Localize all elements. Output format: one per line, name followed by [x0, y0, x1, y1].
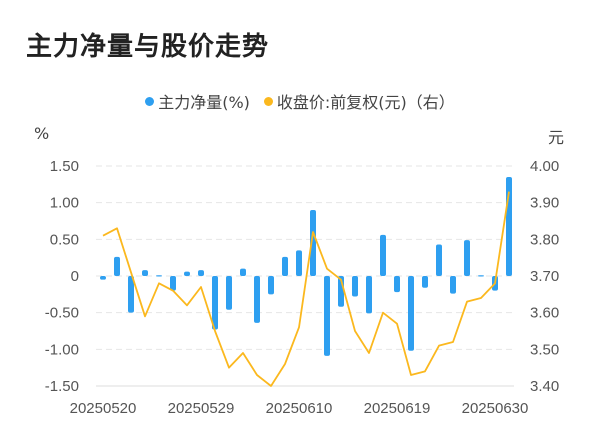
- bar: [156, 275, 162, 277]
- bar: [450, 276, 456, 294]
- bar: [380, 234, 386, 276]
- bar: [394, 276, 400, 293]
- right-tick-label: 3.90: [530, 195, 559, 212]
- bar: [324, 276, 330, 356]
- x-tick-label: 20250529: [168, 400, 235, 417]
- legend-item-close-price[interactable]: 收盘价:前复权(元)（右）: [263, 89, 455, 113]
- bar: [310, 210, 316, 276]
- left-tick-label: -1.00: [45, 341, 79, 358]
- chart-title: 主力净量与股价走势: [26, 32, 270, 62]
- right-tick-label: 3.60: [530, 305, 559, 322]
- right-tick-label: 4.00: [530, 158, 559, 175]
- bar: [170, 276, 176, 291]
- legend-dot-icon: [145, 96, 155, 106]
- bar: [422, 276, 428, 288]
- bar: [142, 270, 148, 276]
- legend-dot-icon: [263, 96, 273, 106]
- bar: [296, 250, 302, 276]
- bar: [114, 256, 120, 276]
- bar: [184, 271, 190, 276]
- bar: [436, 244, 442, 276]
- right-tick-label: 3.70: [530, 268, 559, 285]
- x-tick-label: 20250610: [266, 400, 333, 417]
- right-tick-label: 3.80: [530, 231, 559, 248]
- left-tick-label: -1.50: [45, 378, 79, 395]
- legend-label: 收盘价:前复权(元)（右）: [276, 93, 455, 112]
- bar: [128, 276, 134, 313]
- x-tick-label: 20250619: [364, 400, 431, 417]
- left-axis-unit: %: [34, 124, 50, 143]
- x-tick-label: 20250520: [70, 400, 137, 417]
- bar: [254, 276, 260, 323]
- left-tick-label: 1.50: [50, 158, 79, 175]
- bar: [408, 276, 414, 351]
- bar: [100, 276, 106, 280]
- left-tick-label: 0.50: [50, 231, 79, 248]
- left-tick-label: 1.00: [50, 195, 79, 212]
- right-tick-label: 3.40: [530, 378, 559, 395]
- bar: [268, 276, 274, 295]
- bar: [464, 240, 470, 276]
- legend: 主力净量(%) 收盘价:前复权(元)（右）: [0, 89, 600, 113]
- bar: [366, 276, 372, 314]
- bar: [282, 256, 288, 276]
- price-line: [102, 191, 510, 387]
- right-tick-label: 3.50: [530, 341, 559, 358]
- bar: [212, 276, 218, 330]
- bar: [352, 276, 358, 297]
- bar: [240, 268, 246, 276]
- right-axis-unit: 元: [548, 128, 565, 147]
- left-tick-label: 0: [71, 268, 79, 285]
- bar: [198, 270, 204, 276]
- x-tick-label: 20250630: [462, 400, 529, 417]
- legend-item-net-volume[interactable]: 主力净量(%): [145, 89, 250, 113]
- left-tick-label: -0.50: [45, 305, 79, 322]
- bar: [478, 275, 484, 277]
- legend-label: 主力净量(%): [158, 93, 250, 112]
- bar: [226, 276, 232, 310]
